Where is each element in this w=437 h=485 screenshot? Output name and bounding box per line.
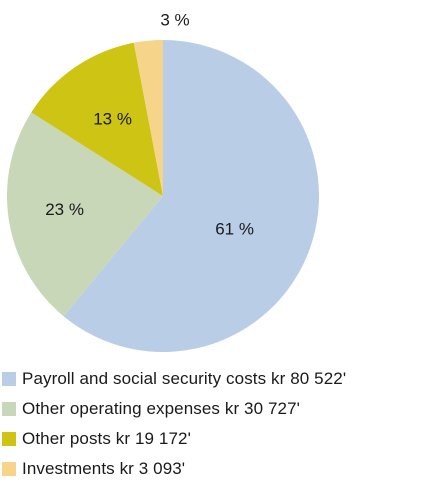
pie-slice [133, 40, 163, 196]
slice-value-label: 61 % [215, 220, 254, 239]
legend: Payroll and social security costs kr 80 … [2, 364, 346, 484]
pie-slice [31, 42, 164, 197]
pie-slice [6, 112, 164, 317]
legend-swatch [2, 462, 16, 476]
legend-swatch [2, 402, 16, 416]
legend-item: Investments kr 3 093' [2, 454, 346, 484]
legend-swatch [2, 432, 16, 446]
slice-value-label: 3 % [160, 10, 189, 29]
legend-label: Payroll and social security costs kr 80 … [22, 369, 347, 388]
legend-label: Investments kr 3 093' [22, 459, 186, 478]
legend-item: Other posts kr 19 172' [2, 424, 346, 454]
slice-value-label: 13 % [93, 109, 132, 128]
pie-slice [63, 40, 319, 352]
legend-item: Other operating expenses kr 30 727' [2, 394, 346, 424]
legend-swatch [2, 372, 16, 386]
legend-label: Other operating expenses kr 30 727' [22, 399, 300, 418]
slice-value-label: 23 % [45, 200, 84, 219]
legend-item: Payroll and social security costs kr 80 … [2, 364, 346, 394]
pie-chart: 61 % 23 % 13 % 3 % [6, 10, 319, 352]
legend-label: Other posts kr 19 172' [22, 429, 191, 448]
